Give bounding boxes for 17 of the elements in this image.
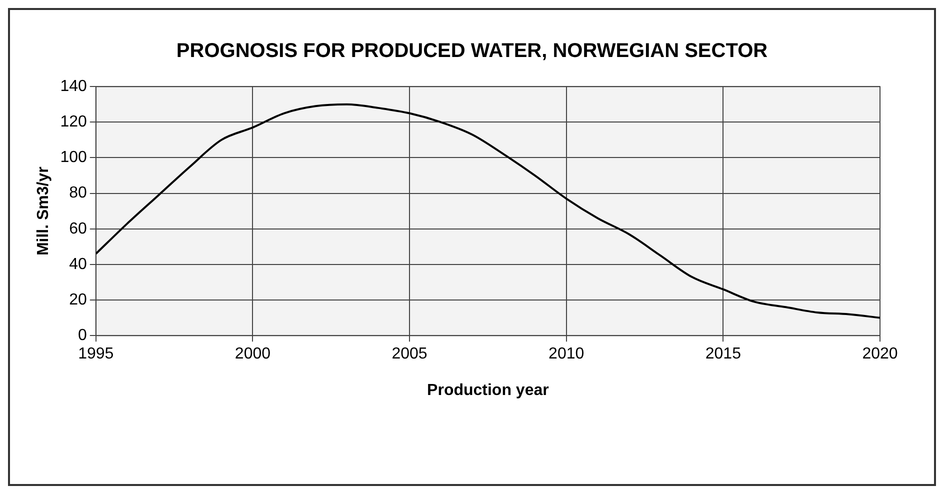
x-tick-label: 2000 [234,346,271,363]
x-axis-title: Production year [427,382,549,399]
y-tick-label: 60 [69,220,87,238]
x-tick-label: 2010 [548,346,584,363]
x-tick-label: 1995 [78,346,114,363]
x-tick-label: 2015 [705,346,742,363]
y-axis-title: Mill. Sm3/yr [35,166,52,256]
chart-title: PROGNOSIS FOR PRODUCED WATER, NORWEGIAN SECTOR [175,39,769,64]
y-tick-label: 100 [60,149,87,166]
y-tick-label: 80 [69,184,87,202]
y-tick-label: 20 [69,291,87,308]
y-tick-label: 40 [69,256,87,273]
y-tick-label: 120 [60,114,87,131]
y-tick-label: 140 [60,78,87,96]
x-tick-label: 2005 [392,346,428,363]
x-tick-label: 2020 [862,346,898,363]
y-tick-label: 0 [78,327,87,344]
